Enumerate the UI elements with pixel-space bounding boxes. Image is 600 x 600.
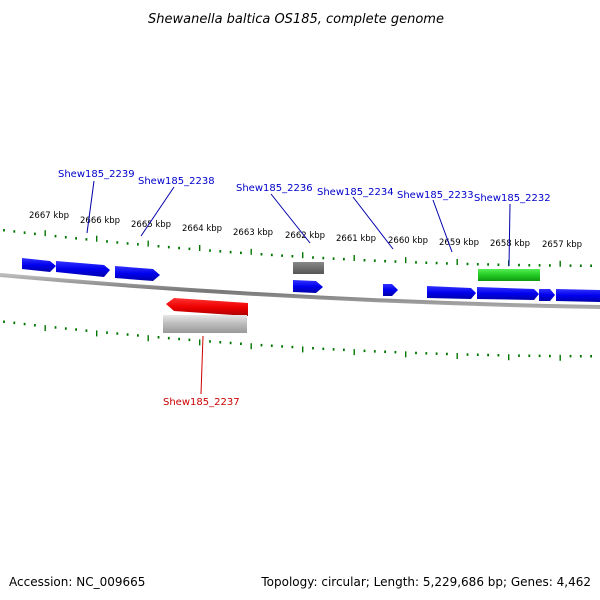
- gene-arrow-shew185-2236[interactable]: [293, 280, 323, 293]
- map-title: Shewanella baltica OS185, complete genom…: [148, 12, 444, 27]
- gene-arrow-shew185-2238[interactable]: [56, 261, 110, 277]
- gene-label-shew185-2232[interactable]: Shew185_2232: [474, 193, 551, 204]
- kbp-label-2659: 2659 kbp: [439, 238, 479, 248]
- leader-shew185-2232: [508, 203, 511, 267]
- gene-arrow-shew185-2237[interactable]: [166, 298, 248, 316]
- gene-arrow-forward-3[interactable]: [115, 266, 160, 281]
- kbp-label-2666: 2666 kbp: [80, 216, 120, 226]
- gene-labels: Shew185_2239 Shew185_2238 Shew185_2236 S…: [58, 169, 551, 408]
- gene-label-shew185-2236[interactable]: Shew185_2236: [236, 183, 313, 194]
- leader-shew185-2237: [200, 335, 204, 395]
- gray-feature-lower[interactable]: [163, 315, 247, 333]
- scale-labels: 2667 kbp 2666 kbp 2665 kbp 2664 kbp 2663…: [29, 211, 582, 250]
- green-feature-shew185-2232[interactable]: [478, 269, 540, 281]
- gene-arrow-forward-9[interactable]: [539, 289, 555, 301]
- genome-summary-text: Topology: circular; Length: 5,229,686 bp…: [260, 575, 591, 589]
- reverse-strand-genes: [163, 298, 248, 333]
- gene-label-shew185-2234[interactable]: Shew185_2234: [317, 187, 394, 198]
- leader-shew185-2233: [432, 199, 453, 253]
- kbp-label-2664: 2664 kbp: [182, 224, 222, 234]
- gene-arrow-shew185-2239[interactable]: [22, 258, 56, 272]
- gene-label-shew185-2237[interactable]: Shew185_2237: [163, 397, 240, 408]
- kbp-label-2661: 2661 kbp: [336, 234, 376, 244]
- upper-scale-ticks: [3, 229, 592, 267]
- kbp-label-2660: 2660 kbp: [388, 236, 428, 246]
- kbp-label-2665: 2665 kbp: [131, 220, 171, 230]
- leader-shew185-2234: [352, 196, 394, 250]
- lower-scale-ticks: [3, 320, 592, 361]
- kbp-label-2657: 2657 kbp: [542, 240, 582, 250]
- genome-backbone: [0, 273, 600, 309]
- accession-text: Accession: NC_009665: [9, 575, 145, 589]
- gene-label-shew185-2238[interactable]: Shew185_2238: [138, 176, 215, 187]
- kbp-label-2658: 2658 kbp: [490, 239, 530, 249]
- leader-shew185-2238: [140, 186, 175, 237]
- gene-label-shew185-2239[interactable]: Shew185_2239: [58, 169, 135, 180]
- gene-arrow-forward-7[interactable]: [427, 286, 476, 299]
- leader-shew185-2239: [86, 180, 95, 234]
- gene-arrow-shew185-2233[interactable]: [477, 287, 539, 300]
- gray-feature-upper[interactable]: [293, 262, 324, 274]
- label-leader-lines: [86, 180, 511, 395]
- leader-shew185-2236: [270, 193, 311, 244]
- forward-strand-genes: [22, 258, 540, 281]
- gene-arrow-forward-10[interactable]: [556, 289, 600, 302]
- gene-label-shew185-2233[interactable]: Shew185_2233: [397, 190, 474, 201]
- lower-forward-genes: [293, 280, 600, 302]
- kbp-label-2663: 2663 kbp: [233, 228, 273, 238]
- kbp-label-2667: 2667 kbp: [29, 211, 69, 221]
- gene-arrow-shew185-2234[interactable]: [383, 284, 398, 296]
